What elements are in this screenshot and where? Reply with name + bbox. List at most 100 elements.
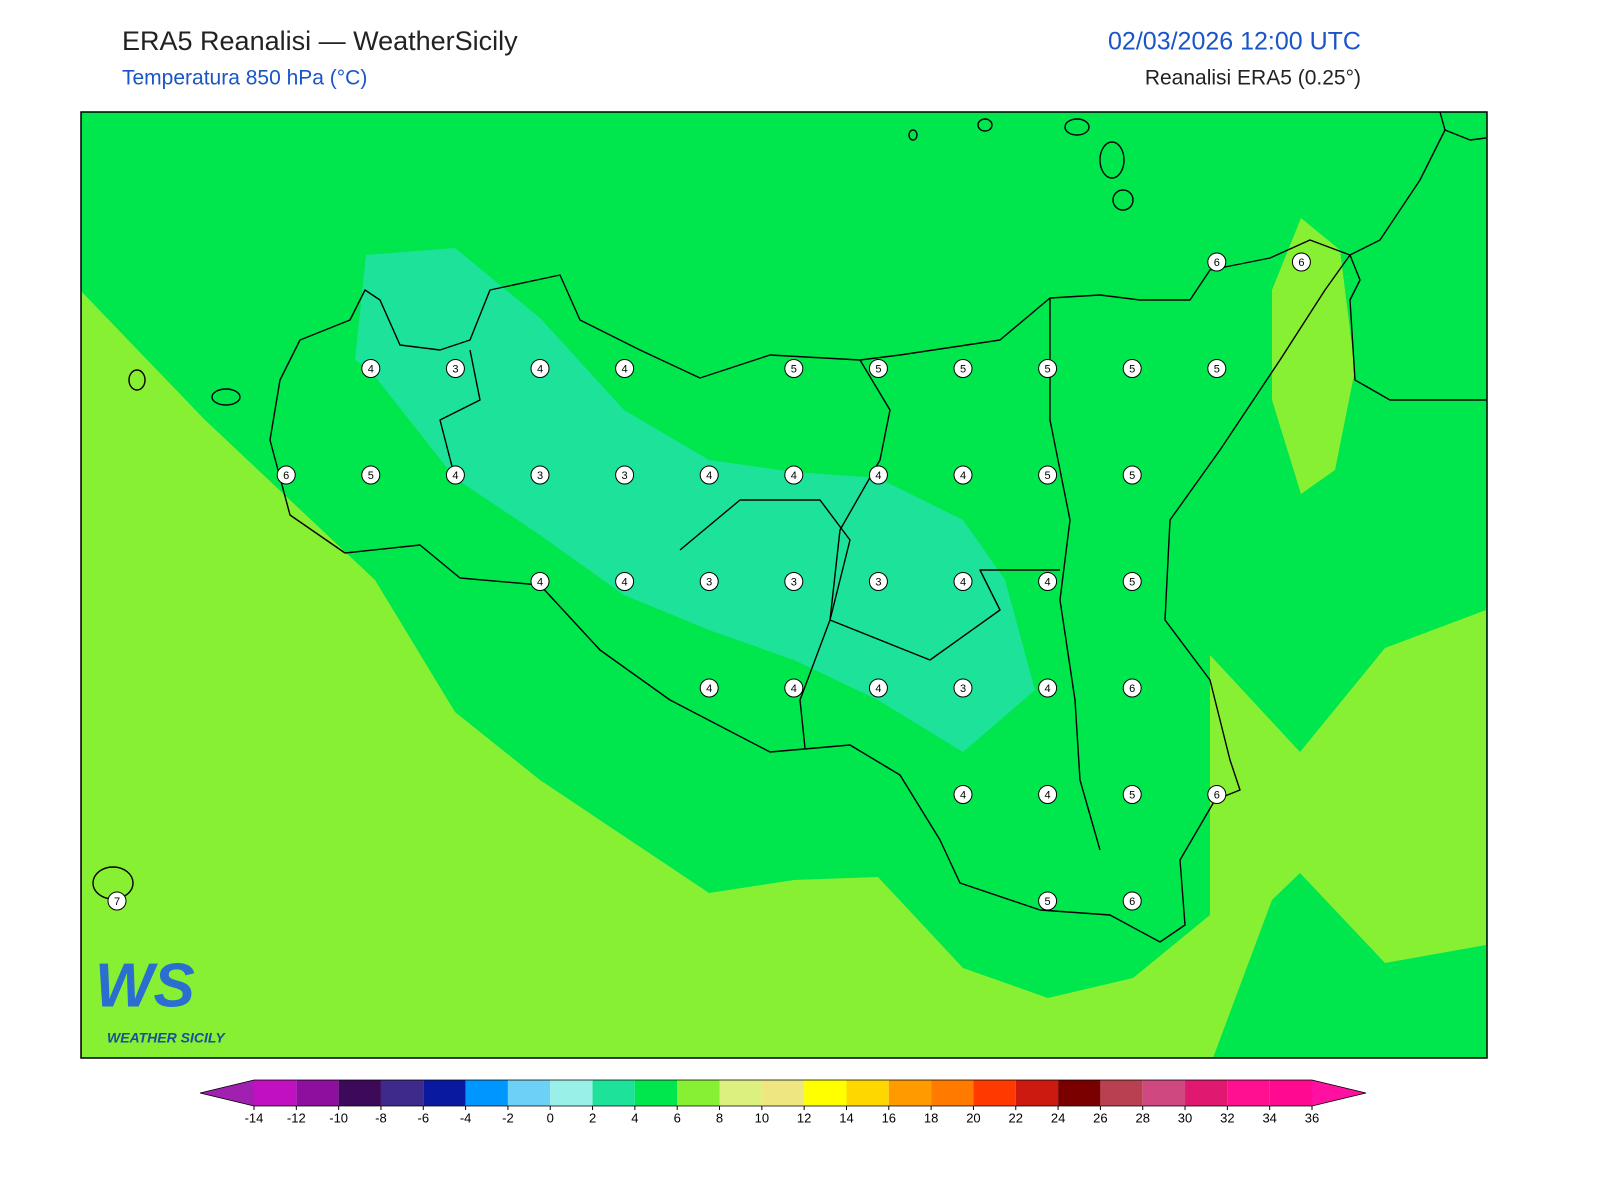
island [977,118,993,132]
station-value: 4 [875,683,881,695]
island [1064,118,1090,136]
colorbar-tick-label: 12 [797,1110,811,1125]
map: 6 6 4 3 4 4 5 5 5 5 5 5 6 5 4 3 3 4 4 4 4 5 5 4 4 3 3 3 4 4 5 4 4 4 3 4 6 4 4 5… [80,111,1488,1059]
station-marker [530,465,550,485]
island [1112,189,1134,211]
colorbar-tick-label: -8 [375,1110,387,1125]
station-value: 5 [1214,363,1220,375]
station-marker [699,465,719,485]
station-marker [1038,359,1058,378]
station-marker [1122,572,1142,591]
station-value: 6 [1129,896,1135,908]
colorbar-bin [296,1080,339,1106]
island [128,369,146,391]
station-value: 4 [368,363,374,375]
colorbar-tick-label: 10 [755,1110,769,1125]
province-border [799,359,891,749]
colorbar-bin [1185,1080,1228,1106]
station-value: 4 [791,470,797,482]
station-value: 5 [368,470,374,482]
colorbar-tick-label: -14 [245,1110,264,1125]
station-value: 4 [622,363,628,375]
colorbar-bin [846,1080,889,1106]
station-value: 4 [960,470,966,482]
colorbar-tick-label: -6 [417,1110,429,1125]
station-marker [1038,785,1058,804]
station-value: 5 [791,363,797,375]
colorbar-tick-label: 22 [1009,1110,1023,1125]
colorbar-tick-label: 14 [839,1110,853,1125]
colorbar-bin [338,1080,381,1106]
logo-name: WEATHER SICILY [107,1030,226,1046]
station-marker [445,359,465,378]
station-value: 3 [537,470,543,482]
logo: WS WEATHER SICILY [95,951,226,1045]
colorbar-extend [1312,1080,1366,1106]
station-value: 5 [1129,789,1135,801]
station-marker [276,465,296,485]
colorbar-bin [507,1080,551,1106]
station-value: 6 [283,470,289,482]
station-value: 5 [1129,470,1135,482]
island [908,129,918,141]
province-border [679,499,1060,661]
colorbar-tick-label: 30 [1178,1110,1192,1125]
station-value: 4 [1045,683,1051,695]
station-value: 5 [1045,470,1051,482]
station-value: 3 [452,363,458,375]
station-marker [784,678,804,698]
province-border [439,349,481,479]
station-marker [784,359,804,378]
station-marker [361,465,381,485]
station-value: 4 [960,789,966,801]
station-labels: 6 6 4 3 4 4 5 5 5 5 5 5 6 5 4 3 3 4 4 4 4 5 5 4 4 3 3 3 4 4 5 4 4 4 3 4 6 4 4 5… [107,252,1311,911]
station-marker [530,572,550,591]
station-value: 3 [875,576,881,588]
colorbar-bin [719,1080,762,1106]
colorbar-extend [200,1080,254,1106]
station-marker [1207,785,1227,804]
colorbar-tick-label: 24 [1051,1110,1065,1125]
station-marker [1122,359,1142,378]
colorbar-tick-label: 32 [1220,1110,1234,1125]
station-marker [953,465,973,485]
source: Reanalisi ERA5 (0.25°) [1145,67,1361,90]
station-value: 4 [1045,789,1051,801]
station-value: 3 [622,470,628,482]
colorbar-bin [888,1080,932,1106]
station-value: 4 [706,470,712,482]
station-marker [615,359,635,378]
station-marker [615,572,635,591]
temperature-zone [1272,218,1355,494]
colorbar-tick-label: -2 [502,1110,514,1125]
coastline [269,239,1351,943]
island [1099,141,1125,179]
station-value: 3 [706,576,712,588]
colorbar-tick-label: 18 [924,1110,938,1125]
coastline [1349,111,1446,256]
station-value: 4 [452,470,458,482]
colorbar-bin [677,1080,720,1106]
station-marker [1122,465,1142,485]
coastline [1349,254,1486,401]
colorbar-tick-label: 2 [589,1110,596,1125]
station-marker [1291,252,1311,272]
station-value: 6 [1214,789,1220,801]
colorbar-tick-label: 4 [631,1110,638,1125]
colorbar-bin [465,1080,508,1106]
title: ERA5 Reanalisi — WeatherSicily [122,26,518,56]
station-value: 4 [960,576,966,588]
station-value: 5 [960,363,966,375]
station-value: 6 [1298,257,1304,269]
station-value: 4 [791,683,797,695]
station-marker [107,891,127,911]
station-marker [953,785,973,804]
colorbar: -14 -12 -10 -8 -6 -4 -2 0 2 4 6 8 10 12 14 16 18 20 22 24 26… [199,1079,1367,1125]
station-value: 6 [1129,683,1135,695]
station-value: 4 [537,576,543,588]
station-value: 5 [1045,363,1051,375]
station-marker [1038,572,1058,591]
colorbar-bin [423,1080,466,1106]
colorbar-tick-label: -4 [460,1110,472,1125]
